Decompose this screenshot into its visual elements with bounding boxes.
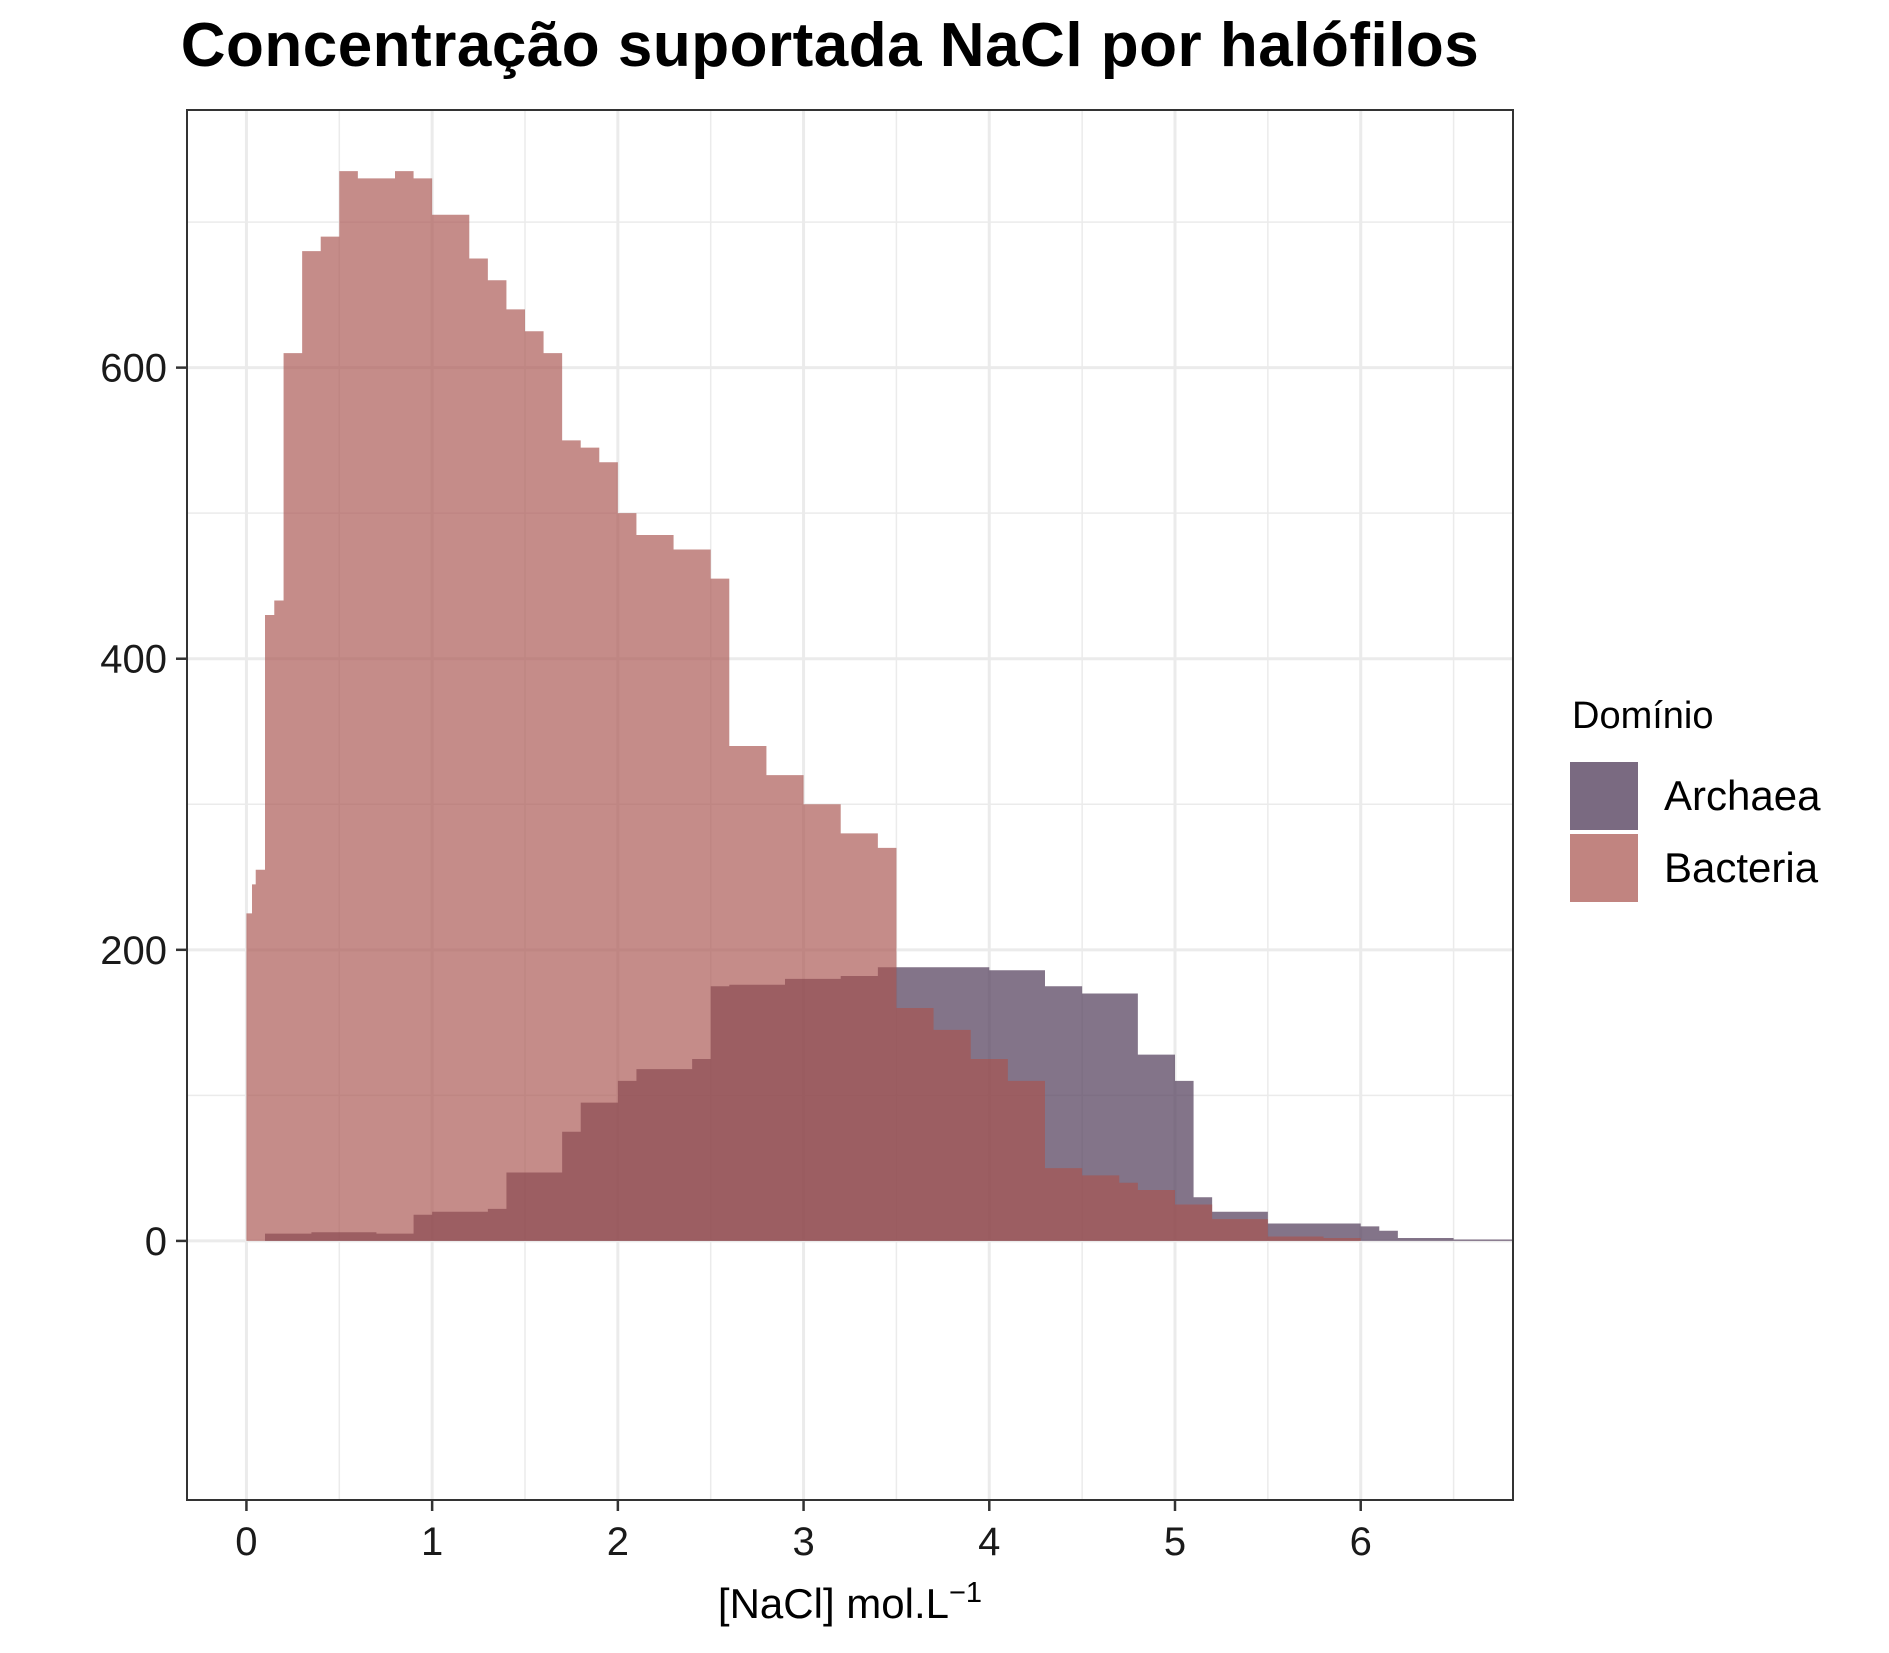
panel-border — [186, 109, 1514, 1501]
x-tick-label: 6 — [1350, 1520, 1372, 1564]
x-tick-label: 3 — [792, 1520, 814, 1564]
x-axis-title-superscript: −1 — [949, 1577, 982, 1609]
legend-key-archaea — [1570, 762, 1638, 830]
x-axis: 0 1 2 3 4 5 6 — [235, 1500, 1372, 1564]
x-axis-title-text: [NaCl] mol.L — [718, 1580, 949, 1627]
y-tick-label: 0 — [145, 1220, 167, 1264]
legend-label-bacteria: Bacteria — [1664, 844, 1819, 891]
y-tick-label: 400 — [100, 638, 167, 682]
x-axis-title: [NaCl] mol.L−1 — [718, 1577, 982, 1627]
legend-key-bacteria — [1570, 834, 1638, 902]
x-tick-label: 1 — [421, 1520, 443, 1564]
legend-label-archaea: Archaea — [1664, 772, 1821, 819]
legend-title: Domínio — [1572, 695, 1714, 737]
chart-title: Concentração suportada NaCl por halófilo… — [180, 11, 1480, 80]
legend-item-bacteria: Bacteria — [1570, 832, 1820, 904]
x-tick-label: 2 — [607, 1520, 629, 1564]
legend-item-archaea: Archaea — [1570, 760, 1820, 832]
legend: Domínio Archaea Bacteria — [1570, 695, 1820, 904]
y-tick-label: 200 — [100, 929, 167, 973]
series-areas — [246, 171, 1513, 1241]
x-tick-label: 5 — [1164, 1520, 1186, 1564]
y-tick-label: 600 — [100, 347, 167, 391]
series-area-bacteria — [246, 171, 1513, 1241]
x-tick-label: 0 — [235, 1520, 257, 1564]
y-axis: 0 200 400 600 — [100, 347, 187, 1264]
x-tick-label: 4 — [978, 1520, 1000, 1564]
